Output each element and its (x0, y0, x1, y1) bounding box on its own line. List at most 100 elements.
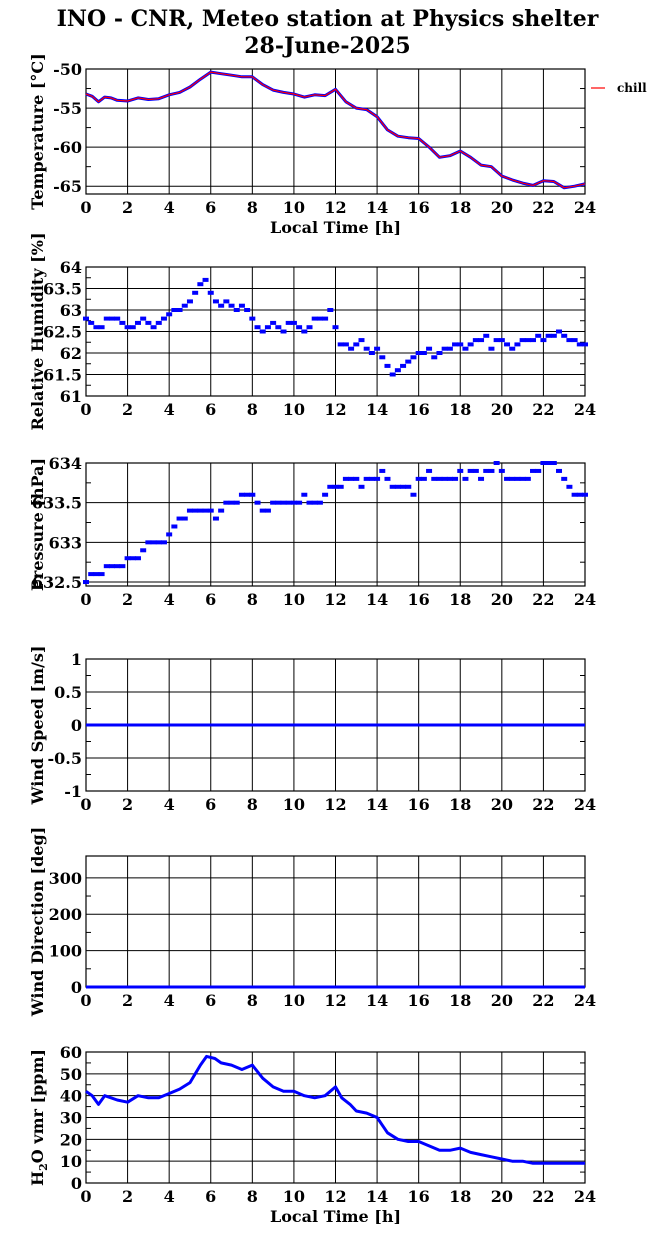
data-point (332, 484, 339, 489)
data-point (108, 316, 115, 321)
data-point (259, 329, 266, 334)
data-point (478, 476, 485, 481)
x-tick-label: 16 (408, 400, 430, 419)
data-point (150, 540, 157, 545)
data-point (238, 492, 245, 497)
x-tick-label: 2 (122, 590, 133, 609)
data-point (259, 508, 266, 513)
x-tick-label: 16 (408, 590, 430, 609)
x-tick-label: 8 (247, 590, 258, 609)
data-point (379, 468, 386, 473)
data-point (301, 492, 308, 497)
data-point (296, 325, 303, 330)
series-line-chill (85, 71, 586, 189)
data-point (394, 484, 401, 489)
x-tick-label: 6 (205, 1187, 216, 1206)
data-point (228, 500, 235, 505)
data-point (332, 325, 339, 330)
data-point (186, 299, 193, 304)
data-point (368, 351, 375, 355)
y-tick-label: -60 (53, 138, 82, 157)
x-tick-label: 10 (283, 1187, 305, 1206)
data-point (311, 316, 318, 321)
data-point (530, 338, 537, 343)
y-tick-label: -1 (64, 782, 82, 801)
data-point (431, 355, 438, 360)
data-point (306, 500, 313, 505)
y-axis-label: Relative Humidity [%] (28, 232, 47, 430)
data-point (103, 316, 110, 321)
data-point (457, 342, 464, 347)
panel-2: 0 2 4 6 8 10 12 14 16 18 20 22 24632.5633633.5634Pre… (28, 454, 596, 609)
data-point (327, 308, 334, 312)
data-point (264, 508, 271, 513)
data-point (405, 484, 412, 489)
chart-title-line2: 28-June-2025 (244, 33, 411, 59)
data-point (436, 351, 443, 355)
data-point (452, 476, 459, 481)
x-tick-label: 18 (449, 991, 471, 1010)
x-axis-label: Local Time [h] (270, 1207, 401, 1226)
x-tick-label: 0 (80, 198, 91, 217)
data-point (389, 372, 396, 377)
y-tick-label: 40 (60, 1087, 82, 1106)
data-point (83, 316, 89, 321)
y-tick-label: 10 (60, 1152, 82, 1171)
data-point (566, 484, 573, 489)
data-point (353, 342, 360, 347)
data-point (166, 532, 173, 537)
x-tick-label: 22 (532, 590, 554, 609)
x-tick-label: 24 (574, 400, 596, 419)
x-tick-label: 8 (247, 1187, 258, 1206)
data-point (337, 342, 344, 347)
data-point (410, 355, 417, 360)
data-point (114, 316, 121, 321)
data-point (264, 325, 271, 330)
x-tick-label: 12 (324, 795, 346, 814)
y-tick-label: 0.5 (54, 683, 82, 702)
data-point (389, 484, 396, 489)
data-point (207, 508, 214, 513)
data-point (98, 325, 105, 330)
x-tick-label: 12 (324, 400, 346, 419)
data-point (108, 564, 115, 569)
data-point (509, 476, 516, 481)
data-point (275, 500, 282, 505)
data-point (436, 476, 443, 481)
data-point (238, 303, 245, 308)
data-point (576, 492, 583, 497)
x-tick-label: 0 (80, 795, 91, 814)
x-tick-label: 2 (122, 1187, 133, 1206)
data-point (374, 476, 381, 481)
data-point (212, 299, 219, 304)
x-tick-label: 0 (80, 590, 91, 609)
y-axis-label: Wind Direction [deg] (28, 827, 47, 1018)
data-point (275, 325, 282, 330)
data-point (296, 500, 303, 505)
data-point (353, 476, 360, 481)
data-point (379, 355, 386, 360)
data-point (519, 338, 526, 343)
data-point (400, 484, 407, 489)
y-tick-label: 0 (71, 1174, 82, 1193)
data-point (519, 476, 526, 481)
x-tick-label: 14 (366, 795, 388, 814)
data-point (540, 338, 547, 343)
y-tick-label: 62 (60, 344, 82, 363)
x-tick-label: 0 (80, 400, 91, 419)
data-point (582, 342, 588, 347)
data-point (218, 303, 225, 308)
plot-frame (85, 266, 586, 397)
data-point (348, 476, 355, 481)
data-point (249, 316, 256, 321)
x-tick-label: 20 (491, 590, 513, 609)
x-tick-label: 18 (449, 1187, 471, 1206)
data-point (228, 303, 235, 308)
y-tick-label: 64 (60, 258, 82, 277)
data-point (524, 338, 531, 343)
data-point (400, 363, 407, 368)
data-point (384, 363, 391, 368)
y-tick-label: 100 (49, 942, 82, 961)
data-point (452, 342, 459, 347)
